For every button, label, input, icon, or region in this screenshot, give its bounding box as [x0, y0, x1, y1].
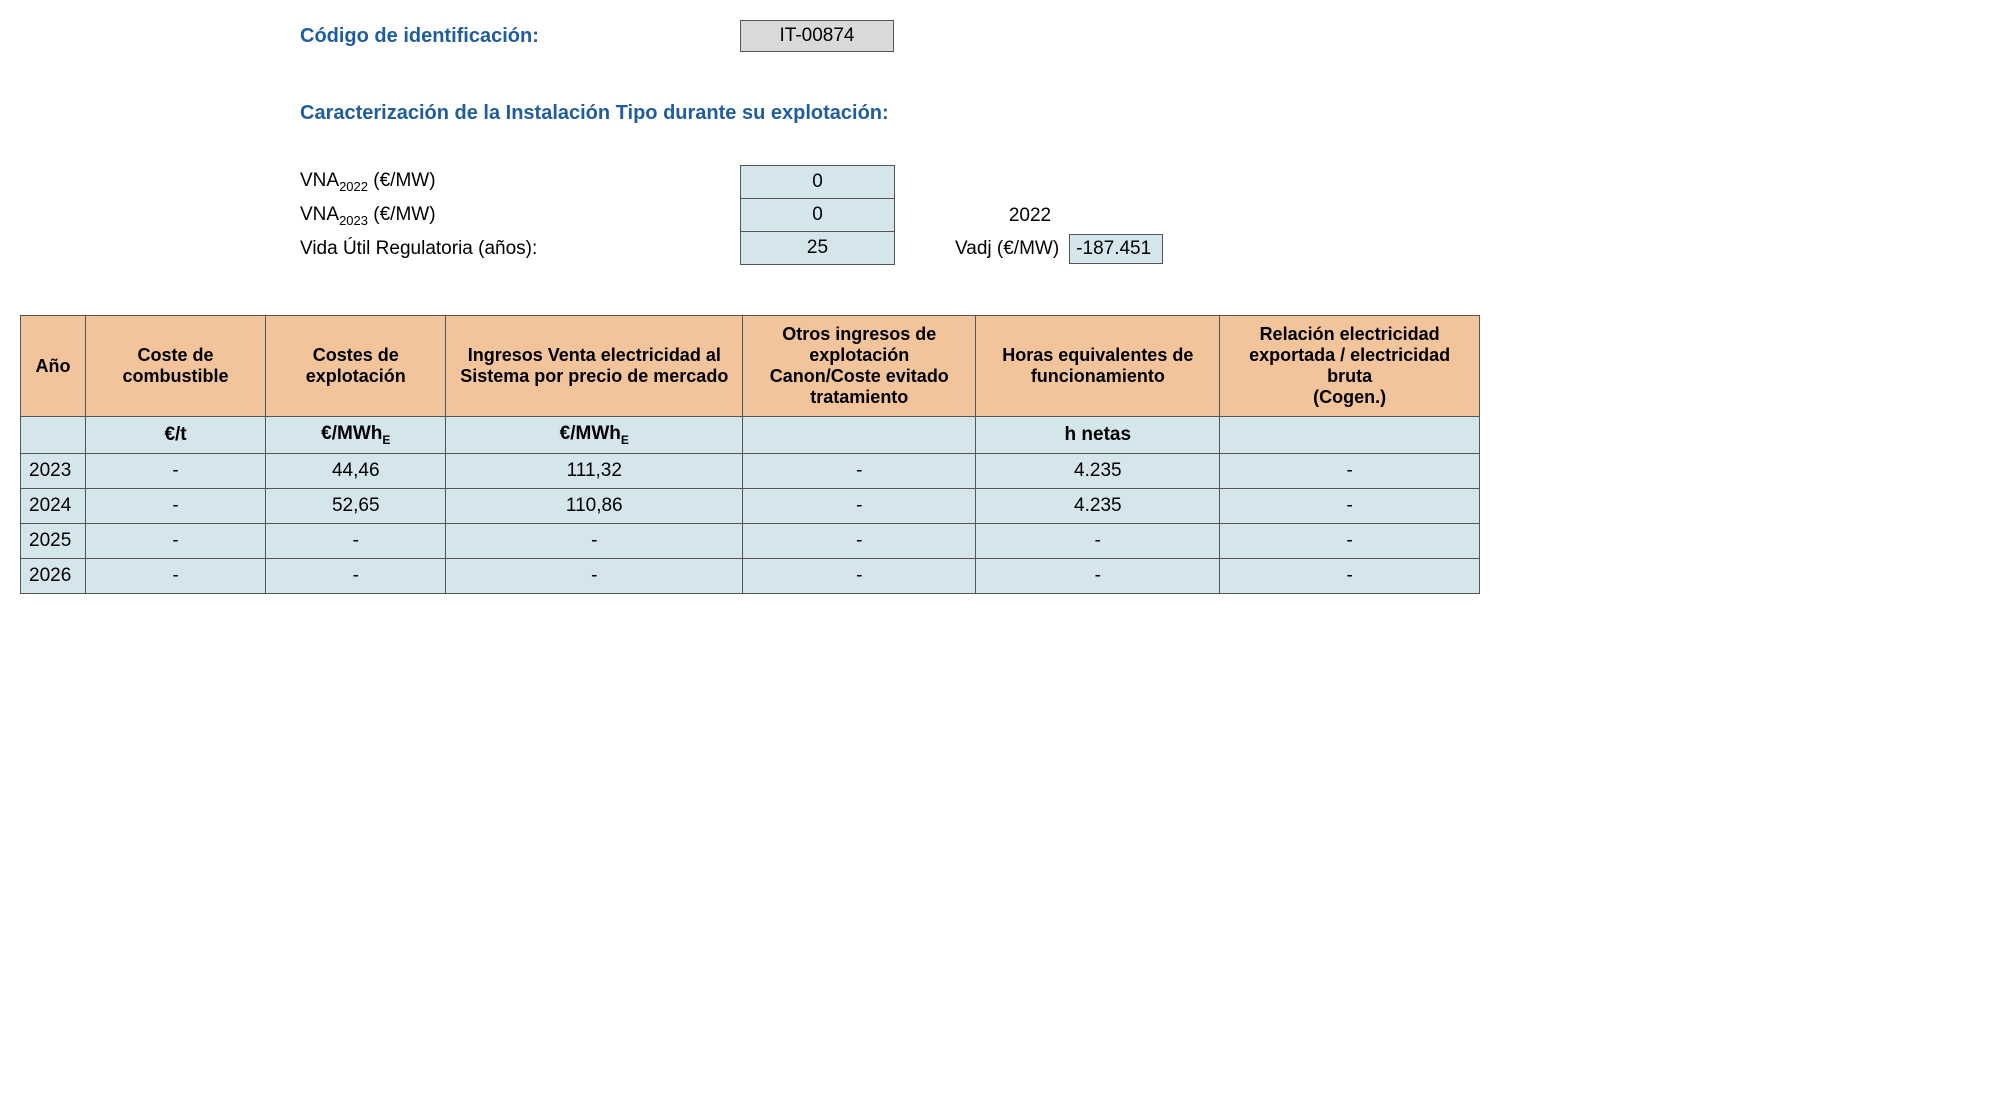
table-header-row: AñoCoste de combustibleCostes de explota…	[21, 316, 1480, 417]
table-header-cell: Ingresos Venta electricidad al Sistema p…	[446, 316, 743, 417]
table-unit-cell	[21, 417, 86, 454]
table-cell: -	[1220, 453, 1480, 488]
table-unit-cell: h netas	[976, 417, 1220, 454]
table-cell: -	[743, 453, 976, 488]
table-cell: -	[266, 523, 446, 558]
table-cell: 2025	[21, 523, 86, 558]
vadj-value: -187.451	[1069, 234, 1163, 264]
table-units-row: €/t€/MWhE€/MWhEh netas	[21, 417, 1480, 454]
table-cell: -	[85, 558, 265, 593]
table-cell: -	[1220, 488, 1480, 523]
table-cell: -	[446, 558, 743, 593]
table-cell: 44,46	[266, 453, 446, 488]
table-unit-cell	[743, 417, 976, 454]
table-cell: 2026	[21, 558, 86, 593]
table-cell: 4.235	[976, 488, 1220, 523]
table-row: 2023-44,46111,32-4.235-	[21, 453, 1480, 488]
table-cell: 52,65	[266, 488, 446, 523]
vna2023-value: 0	[740, 199, 895, 232]
side-year: 2022	[955, 205, 1105, 227]
table-header-cell: Relación electricidad exportada / electr…	[1220, 316, 1480, 417]
table-row: 2025------	[21, 523, 1480, 558]
table-cell: -	[1220, 558, 1480, 593]
code-label: Código de identificación:	[300, 25, 740, 48]
vna2023-label: VNA2023 (€/MW)	[300, 204, 740, 228]
table-header-cell: Costes de explotación	[266, 316, 446, 417]
table-unit-cell: €/MWhE	[446, 417, 743, 454]
table-row: 2024-52,65110,86-4.235-	[21, 488, 1480, 523]
vadj-label: Vadj (€/MW)	[955, 238, 1059, 260]
section-title: Caracterización de la Instalación Tipo d…	[300, 102, 1480, 125]
table-header-cell: Año	[21, 316, 86, 417]
table-header-cell: Coste de combustible	[85, 316, 265, 417]
table-cell: -	[976, 558, 1220, 593]
table-cell: 2023	[21, 453, 86, 488]
table-cell: 111,32	[446, 453, 743, 488]
data-table: AñoCoste de combustibleCostes de explota…	[20, 315, 1480, 594]
table-cell: -	[85, 453, 265, 488]
vida-label: Vida Útil Regulatoria (años):	[300, 238, 740, 260]
table-cell: 110,86	[446, 488, 743, 523]
code-value-box: IT-00874	[740, 20, 894, 52]
table-cell: -	[85, 523, 265, 558]
table-cell: -	[743, 488, 976, 523]
table-unit-cell	[1220, 417, 1480, 454]
table-header-cell: Horas equivalentes de funcionamiento	[976, 316, 1220, 417]
table-row: 2026------	[21, 558, 1480, 593]
vna2022-value: 0	[740, 165, 895, 199]
table-unit-cell: €/t	[85, 417, 265, 454]
table-cell: 4.235	[976, 453, 1220, 488]
table-unit-cell: €/MWhE	[266, 417, 446, 454]
table-cell: -	[1220, 523, 1480, 558]
table-cell: -	[85, 488, 265, 523]
vida-value: 25	[740, 232, 895, 265]
table-cell: -	[976, 523, 1220, 558]
table-cell: -	[266, 558, 446, 593]
table-header-cell: Otros ingresos de explotación Canon/Cost…	[743, 316, 976, 417]
table-cell: -	[446, 523, 743, 558]
vna2022-label: VNA2022 (€/MW)	[300, 170, 740, 194]
table-cell: -	[743, 558, 976, 593]
table-cell: 2024	[21, 488, 86, 523]
table-cell: -	[743, 523, 976, 558]
